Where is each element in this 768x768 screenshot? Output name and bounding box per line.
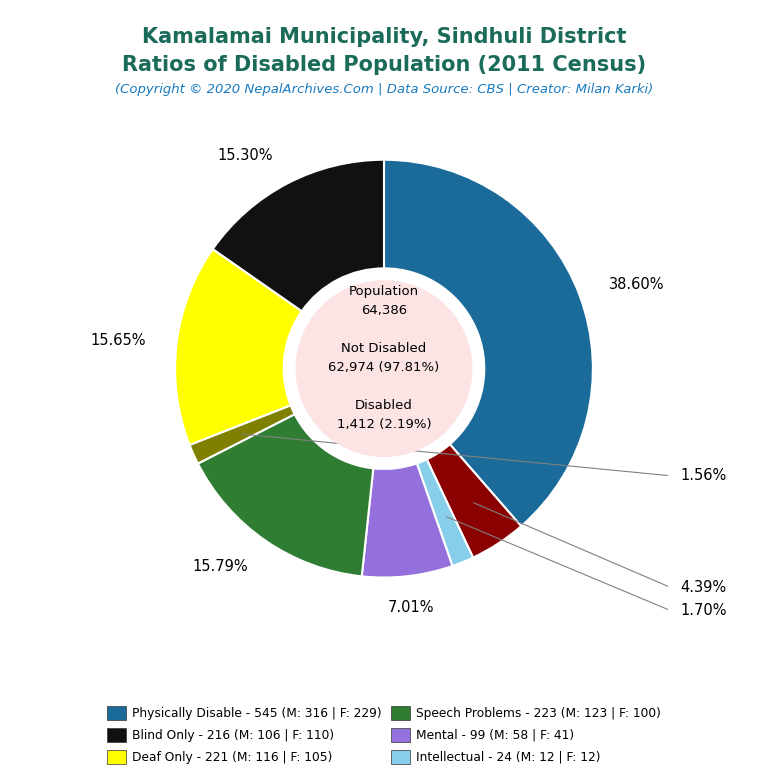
Wedge shape (362, 463, 452, 578)
Text: Kamalamai Municipality, Sindhuli District: Kamalamai Municipality, Sindhuli Distric… (142, 27, 626, 47)
Text: (Copyright © 2020 NepalArchives.Com | Data Source: CBS | Creator: Milan Karki): (Copyright © 2020 NepalArchives.Com | Da… (115, 83, 653, 96)
Text: 15.65%: 15.65% (90, 333, 145, 348)
Wedge shape (417, 459, 473, 566)
Text: 15.30%: 15.30% (217, 148, 273, 163)
Legend: Physically Disable - 545 (M: 316 | F: 229), Blind Only - 216 (M: 106 | F: 110), : Physically Disable - 545 (M: 316 | F: 22… (102, 700, 666, 768)
Wedge shape (384, 160, 593, 526)
Wedge shape (175, 249, 302, 445)
Circle shape (296, 281, 472, 456)
Text: 38.60%: 38.60% (609, 277, 664, 292)
Text: 1.56%: 1.56% (680, 468, 727, 483)
Wedge shape (427, 444, 521, 558)
Text: 1.70%: 1.70% (680, 603, 727, 618)
Text: 4.39%: 4.39% (680, 580, 727, 594)
Text: Ratios of Disabled Population (2011 Census): Ratios of Disabled Population (2011 Cens… (122, 55, 646, 75)
Wedge shape (190, 406, 295, 464)
Text: 15.79%: 15.79% (192, 559, 248, 574)
Text: Population
64,386

Not Disabled
62,974 (97.81%)

Disabled
1,412 (2.19%): Population 64,386 Not Disabled 62,974 (9… (329, 285, 439, 431)
Wedge shape (213, 160, 384, 311)
Text: 7.01%: 7.01% (388, 600, 435, 615)
Wedge shape (198, 414, 373, 576)
